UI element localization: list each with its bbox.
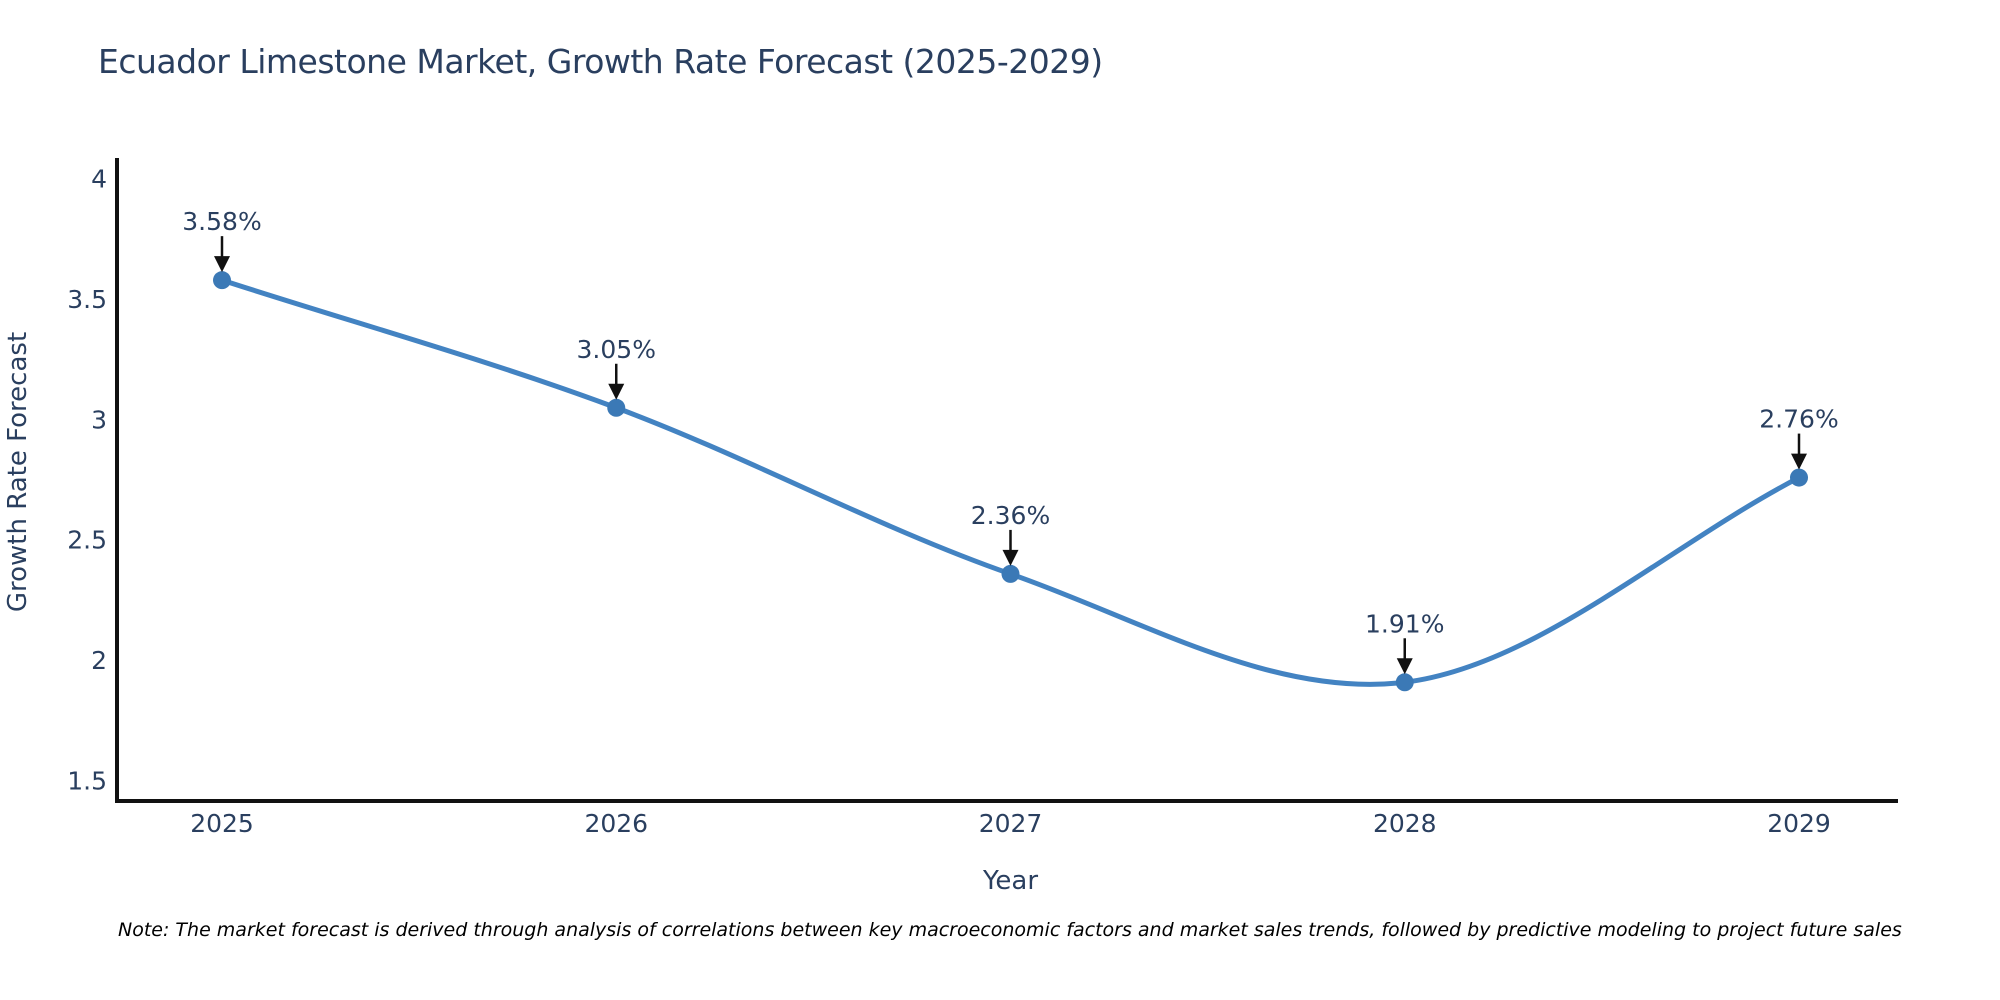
annotation-arrow-head-2028	[1396, 658, 1413, 675]
y-tick-label: 1.5	[67, 767, 107, 796]
y-tick-label: 2	[91, 646, 107, 675]
annotation-arrow-head-2027	[1002, 549, 1019, 566]
y-tick-label: 3	[91, 405, 107, 434]
y-tick-label: 3.5	[67, 285, 107, 314]
data-point-marker-2026	[607, 398, 626, 417]
x-tick-label: 2027	[979, 809, 1043, 838]
data-point-marker-2025	[213, 271, 231, 290]
footnote: Note: The market forecast is derived thr…	[118, 919, 1902, 941]
y-tick-label: 2.5	[67, 526, 107, 555]
data-point-marker-2027	[1001, 564, 1020, 583]
y-axis-title: Growth Rate Forecast	[3, 332, 33, 612]
data-point-marker-2029	[1790, 468, 1808, 487]
y-tick-label: 4	[91, 165, 107, 194]
point-annotation-label-2025: 3.58%	[182, 207, 261, 236]
annotation-arrow-head-2029	[1791, 453, 1807, 470]
annotation-arrow-head-2025	[214, 256, 230, 273]
x-axis-title: Year	[982, 866, 1038, 896]
x-tick-label: 2028	[1373, 809, 1437, 838]
x-tick-label: 2026	[584, 809, 648, 838]
chart-title: Ecuador Limestone Market, Growth Rate Fo…	[98, 42, 1103, 81]
point-annotation-label-2029: 2.76%	[1759, 405, 1838, 434]
x-tick-label: 2025	[190, 809, 254, 838]
point-annotation-label-2028: 1.91%	[1365, 609, 1444, 638]
data-point-marker-2028	[1395, 673, 1414, 692]
x-tick-label: 2029	[1767, 809, 1831, 838]
point-annotation-label-2027: 2.36%	[971, 501, 1050, 530]
annotation-arrow-head-2026	[608, 383, 625, 400]
trend-line	[219, 277, 1802, 687]
point-annotation-label-2026: 3.05%	[577, 335, 656, 364]
